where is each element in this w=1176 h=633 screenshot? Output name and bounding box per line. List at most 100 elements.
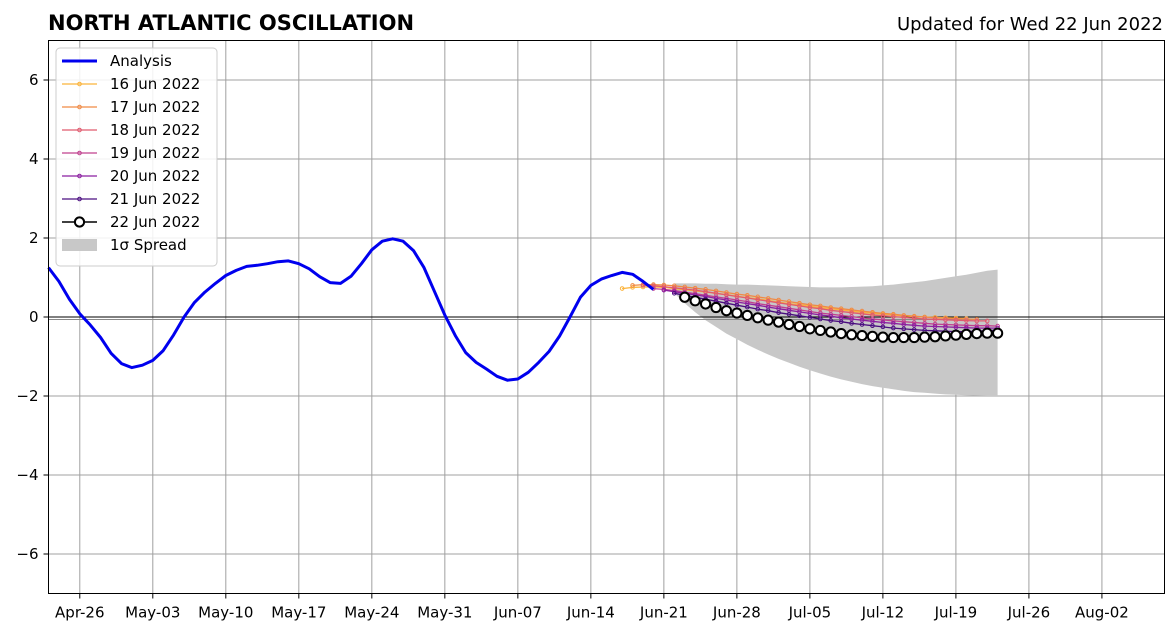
- forecast-point: [880, 324, 886, 330]
- forecast-point: [849, 321, 854, 326]
- forecast-point: [943, 317, 948, 323]
- x-tick-label: May-24: [344, 604, 399, 622]
- forecast-point: [870, 323, 875, 328]
- y-tick-label: −6: [16, 545, 38, 563]
- forecast-point: [724, 300, 729, 306]
- forecast-point: [859, 322, 865, 327]
- forecast-series: [679, 291, 1004, 344]
- forecast-point: [911, 322, 917, 328]
- forecast-point: [870, 309, 875, 315]
- forecast-point: [866, 330, 879, 342]
- forecast-point: [640, 283, 646, 288]
- legend-entry: 17 Jun 2022: [62, 98, 200, 116]
- forecast-point: [887, 331, 899, 344]
- forecast-point: [880, 320, 886, 325]
- forecast-point: [891, 321, 896, 326]
- legend-label: 16 Jun 2022: [110, 75, 200, 93]
- x-tick-label: May-31: [417, 604, 472, 622]
- forecast-point: [898, 331, 910, 344]
- forecast-point: [818, 316, 823, 322]
- forecast-line: [642, 284, 988, 322]
- y-tick-label: −2: [16, 387, 38, 405]
- forecast-point: [772, 316, 785, 328]
- forecast-point: [984, 318, 990, 324]
- forecast-point: [818, 306, 823, 312]
- x-tick-label: May-03: [125, 604, 180, 622]
- forecast-point: [911, 315, 917, 321]
- x-tick-label: Jun-21: [639, 604, 688, 622]
- forecast-point: [960, 328, 972, 340]
- forecast-point: [630, 283, 635, 288]
- legend: Analysis 16 Jun 2022 17 Jun 2022 18 Jun 202…: [55, 47, 218, 267]
- forecast-point: [901, 322, 907, 327]
- legend-marker: [77, 173, 82, 179]
- forecast-point: [932, 317, 938, 322]
- forecast-point: [793, 320, 806, 333]
- forecast-point: [783, 318, 795, 331]
- forecast-point: [911, 320, 917, 325]
- forecast-point: [901, 315, 907, 320]
- forecast-point: [755, 306, 761, 312]
- forecast-point: [922, 316, 927, 322]
- legend-marker: [77, 81, 82, 87]
- legend-entry: 1σ Spread: [62, 236, 187, 254]
- forecast-point: [877, 331, 889, 343]
- forecast-point: [797, 300, 802, 306]
- forecast-point: [671, 291, 677, 296]
- legend-label: 20 Jun 2022: [110, 167, 200, 185]
- analysis-line: [47, 237, 655, 382]
- chart-subtitle: Updated for Wed 22 Jun 2022: [897, 14, 1163, 35]
- chart-title: NORTH ATLANTIC OSCILLATION: [48, 11, 414, 35]
- forecast-point: [765, 296, 771, 301]
- forecast-point: [818, 303, 823, 309]
- forecast-point: [731, 307, 743, 319]
- forecast-point: [807, 315, 813, 320]
- forecast-point: [891, 325, 896, 331]
- legend-label: Analysis: [110, 52, 172, 70]
- forecast-point: [901, 319, 907, 325]
- y-tick-label: 6: [29, 71, 39, 89]
- x-tick-label: Apr-26: [55, 604, 105, 622]
- forecast-point: [745, 292, 750, 298]
- forecast-point: [891, 314, 896, 319]
- forecast-point: [699, 298, 712, 310]
- legend-marker: [77, 127, 82, 133]
- forecast-point: [992, 327, 1004, 339]
- forecast-point: [797, 313, 802, 319]
- forecast-point: [807, 302, 813, 308]
- x-tick-label: Jul-19: [934, 604, 978, 622]
- forecast-point: [929, 331, 941, 343]
- forecast-series: [640, 283, 990, 324]
- forecast-point: [950, 329, 962, 341]
- x-tick-label: Jul-05: [788, 604, 832, 622]
- forecast-point: [630, 285, 635, 290]
- forecast-point: [939, 330, 952, 342]
- y-tick-label: −4: [16, 466, 38, 484]
- legend-entry: 19 Jun 2022: [62, 144, 200, 162]
- legend-entry: Analysis: [62, 52, 172, 70]
- legend-marker: [77, 150, 82, 156]
- x-tick-label: Jun-07: [493, 604, 542, 622]
- legend-label: 21 Jun 2022: [110, 190, 200, 208]
- legend-label: 18 Jun 2022: [110, 121, 200, 139]
- forecast-point: [825, 326, 837, 338]
- y-tick-label: 0: [29, 308, 39, 326]
- forecast-point: [838, 306, 844, 312]
- forecast-point: [755, 294, 761, 300]
- x-tick-label: Jul-26: [1007, 604, 1051, 622]
- forecast-point: [901, 326, 907, 332]
- forecast-point: [828, 305, 834, 310]
- forecast-point: [859, 317, 865, 323]
- forecast-point: [856, 329, 868, 342]
- legend-label: 17 Jun 2022: [110, 98, 200, 116]
- forecast-point: [752, 312, 764, 324]
- forecast-point: [734, 302, 740, 308]
- legend-entry: 20 Jun 2022: [62, 167, 200, 185]
- forecast-point: [679, 291, 691, 303]
- forecast-point: [971, 327, 983, 340]
- legend-entry: 18 Jun 2022: [62, 121, 200, 139]
- forecast-point: [814, 324, 826, 337]
- forecast-line: [632, 283, 977, 321]
- forecast-line: [653, 287, 998, 327]
